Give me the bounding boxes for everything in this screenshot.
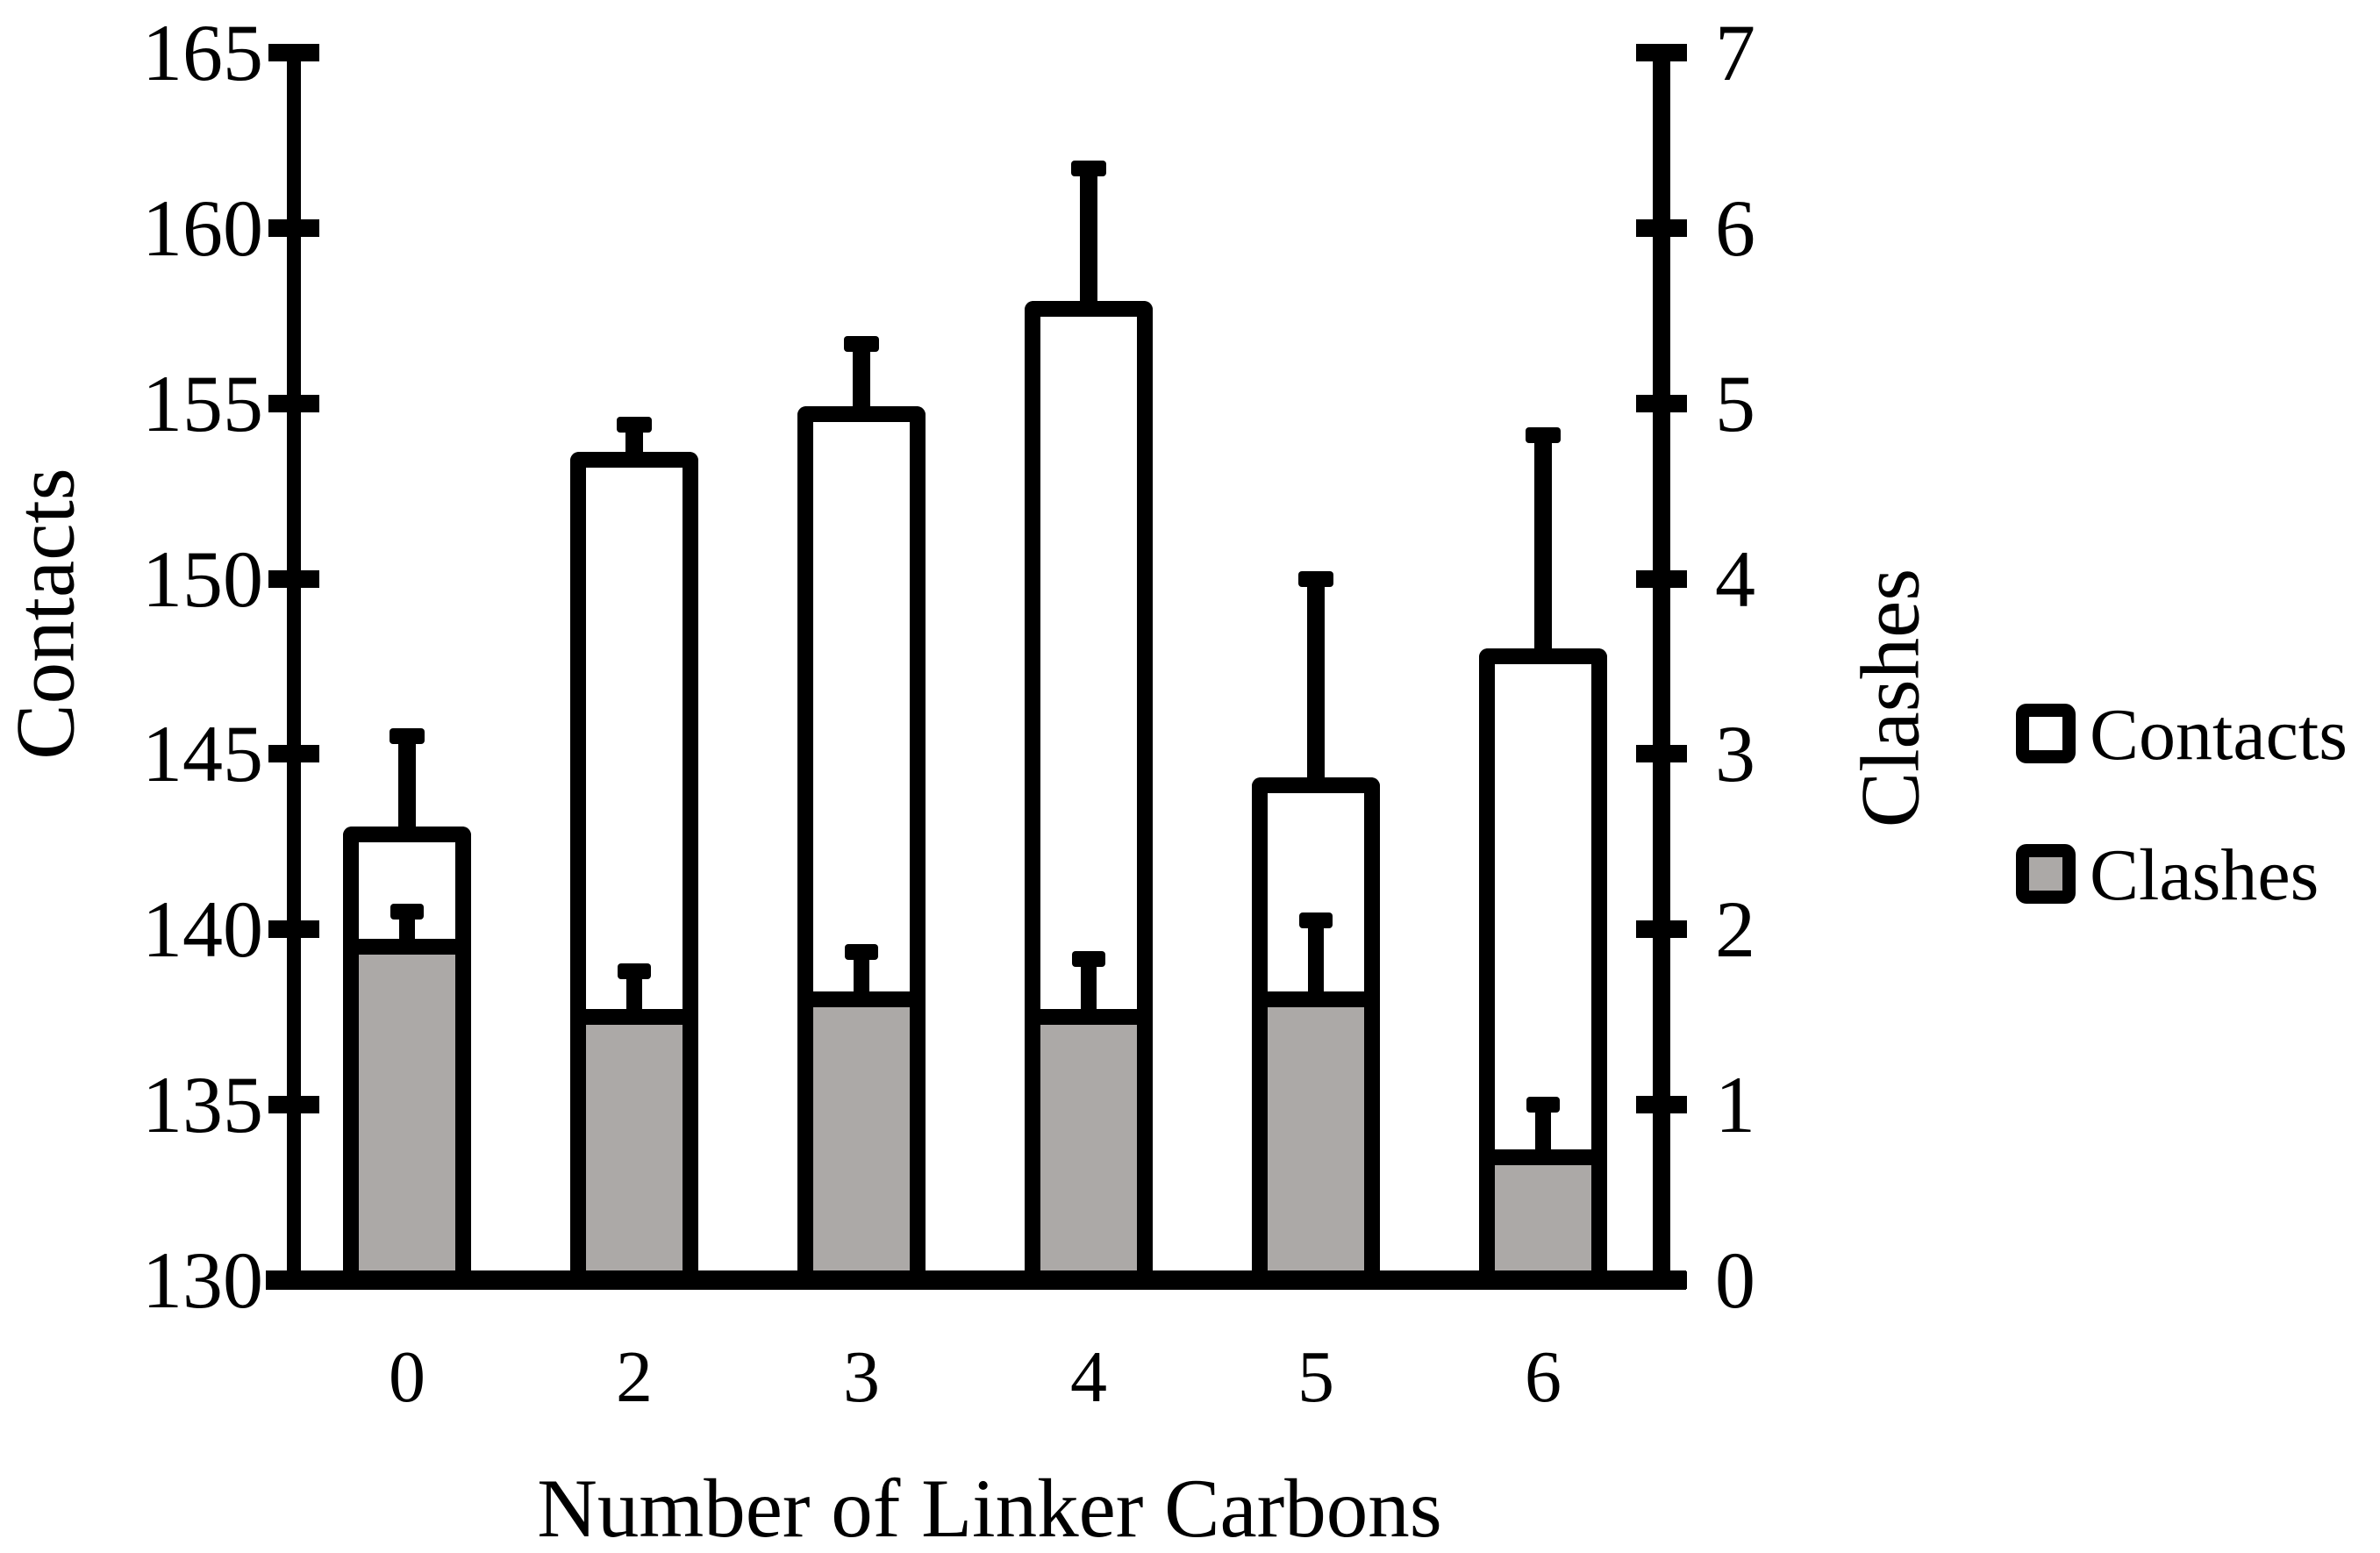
right-axis-tick-label-1: 1 xyxy=(1715,1060,1755,1150)
clashes-error-bar-0 xyxy=(399,912,415,948)
x-category-label-0: 0 xyxy=(389,1336,425,1418)
contacts-legend-swatch xyxy=(2016,704,2076,763)
clashes-error-cap-2 xyxy=(618,963,651,980)
left-axis-tick-label-135: 135 xyxy=(142,1060,263,1150)
x-category-label-4: 4 xyxy=(1070,1336,1107,1418)
left-axis-tick-145 xyxy=(268,745,319,763)
contacts-error-cap-3 xyxy=(844,335,879,352)
clashes-error-bar-3 xyxy=(854,952,869,1000)
clashes-error-cap-5 xyxy=(1299,912,1333,929)
contacts-error-bar-2 xyxy=(625,424,643,460)
clashes-bar-3 xyxy=(813,991,910,1280)
contacts-error-cap-6 xyxy=(1526,426,1561,443)
right-axis-tick-label-5: 5 xyxy=(1715,358,1755,448)
clashes-bar-2 xyxy=(586,1009,683,1280)
clashes-error-cap-0 xyxy=(390,904,424,920)
left-axis-tick-160 xyxy=(268,218,319,237)
x-axis-line xyxy=(266,1270,1686,1290)
right-axis-tick-0 xyxy=(1636,1271,1687,1289)
right-axis-tick-label-2: 2 xyxy=(1715,884,1755,975)
right-axis-tick-label-3: 3 xyxy=(1715,709,1755,799)
left-axis-tick-155 xyxy=(268,394,319,412)
right-axis-tick-5 xyxy=(1636,394,1687,412)
right-axis-tick-2 xyxy=(1636,920,1687,939)
contacts-error-cap-5 xyxy=(1298,570,1333,587)
left-axis-tick-140 xyxy=(268,920,319,939)
clashes-error-cap-6 xyxy=(1526,1097,1560,1113)
contacts-error-bar-3 xyxy=(853,343,870,414)
contacts-error-bar-4 xyxy=(1080,168,1097,309)
left-axis-tick-label-145: 145 xyxy=(142,709,263,799)
right-axis-tick-3 xyxy=(1636,745,1687,763)
contacts-error-bar-5 xyxy=(1307,578,1325,786)
clashes-bar-0 xyxy=(359,939,455,1280)
right-axis-tick-7 xyxy=(1636,44,1687,61)
right-axis-tick-label-0: 0 xyxy=(1715,1235,1755,1325)
contacts-error-cap-0 xyxy=(390,728,425,745)
clashes-bar-4 xyxy=(1040,1009,1137,1280)
clashes-legend-label: Clashes xyxy=(2090,834,2319,916)
left-axis-tick-label-160: 160 xyxy=(142,182,263,273)
left-axis-tick-label-140: 140 xyxy=(142,884,263,975)
right-axis-tick-4 xyxy=(1636,569,1687,588)
left-axis-tick-label-165: 165 xyxy=(142,8,263,97)
x-category-label-5: 5 xyxy=(1297,1336,1334,1418)
right-axis-tick-6 xyxy=(1636,218,1687,237)
contacts-error-bar-6 xyxy=(1534,434,1552,656)
contacts-error-cap-4 xyxy=(1071,160,1106,176)
contacts-legend-label: Contacts xyxy=(2090,694,2348,776)
left-axis-tick-label-155: 155 xyxy=(142,358,263,448)
clashes-error-bar-5 xyxy=(1308,920,1324,1000)
clashes-error-bar-4 xyxy=(1081,959,1097,1018)
clashes-bar-5 xyxy=(1268,991,1364,1280)
clashes-error-bar-6 xyxy=(1535,1105,1551,1158)
contacts-error-cap-2 xyxy=(617,416,652,433)
contacts-error-bar-0 xyxy=(398,736,416,835)
clashes-error-bar-2 xyxy=(626,971,642,1018)
clashes-legend-swatch xyxy=(2016,844,2076,904)
left-axis-tick-150 xyxy=(268,569,319,588)
right-axis-tick-label-7: 7 xyxy=(1715,8,1755,97)
clashes-bar-6 xyxy=(1495,1149,1591,1280)
x-axis-title: Number of Linker Carbons xyxy=(537,1462,1442,1553)
right-axis-line xyxy=(1653,44,1670,1290)
right-axis-tick-1 xyxy=(1636,1096,1687,1114)
right-axis-tick-label-6: 6 xyxy=(1715,182,1755,273)
left-axis-tick-130 xyxy=(268,1271,319,1289)
left-axis-line xyxy=(287,44,301,1290)
clashes-error-cap-4 xyxy=(1072,951,1105,968)
left-axis-tick-label-130: 130 xyxy=(142,1235,263,1325)
x-category-label-2: 2 xyxy=(616,1336,653,1418)
clashes-error-cap-3 xyxy=(845,944,878,961)
left-axis-tick-135 xyxy=(268,1096,319,1114)
left-axis-tick-165 xyxy=(268,44,319,61)
x-category-label-6: 6 xyxy=(1525,1336,1562,1418)
right-axis-tick-label-4: 4 xyxy=(1715,533,1755,624)
x-category-label-3: 3 xyxy=(843,1336,880,1418)
left-axis-tick-label-150: 150 xyxy=(142,533,263,624)
